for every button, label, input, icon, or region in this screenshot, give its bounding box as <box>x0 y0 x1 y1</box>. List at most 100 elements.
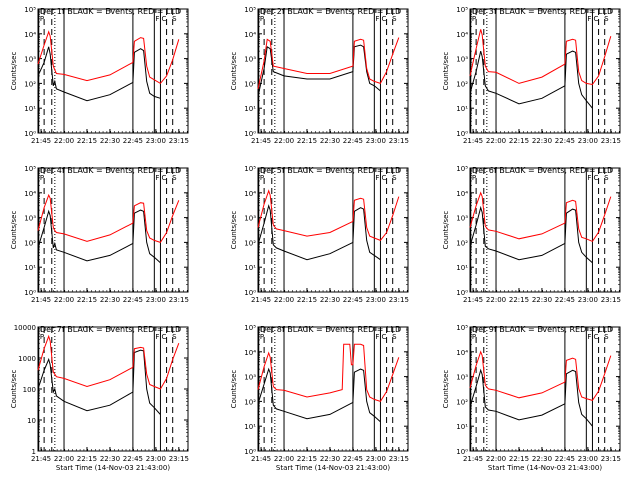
x-tick-label: 22:00 <box>54 455 74 463</box>
y-axis-label: Counts/sec <box>10 52 18 91</box>
flag-label: P <box>40 333 44 341</box>
y-tick-label: 10¹ <box>456 105 468 113</box>
y-tick-label: 10⁵ <box>456 165 468 173</box>
x-tick-label: 23:00 <box>366 455 386 463</box>
y-tick-label: 10⁴ <box>244 349 256 357</box>
flag-label: S <box>172 174 177 182</box>
flag-label: C <box>381 15 386 23</box>
x-tick-label: 22:45 <box>123 455 143 463</box>
x-tick-label: 21:45 <box>31 137 51 145</box>
y-tick-label: 10³ <box>456 215 468 223</box>
panel-det-5: Det 5f BLACK = Events, RED = LLD 10⁰ 10¹ 10… <box>230 165 409 304</box>
y-tick-label: 10¹ <box>456 423 468 431</box>
x-tick-label: 22:15 <box>509 137 529 145</box>
x-tick-label: 22:45 <box>343 455 363 463</box>
panel-title: Det 4f BLACK = Events, RED = LLD <box>40 166 181 175</box>
x-tick-label: 22:30 <box>532 296 552 304</box>
x-tick-label: 22:45 <box>343 137 363 145</box>
y-tick-label: 10² <box>244 239 256 247</box>
y-tick-label: 10¹ <box>456 264 468 272</box>
x-tick-label: 23:15 <box>169 296 189 304</box>
y-tick-label: 10¹ <box>24 264 36 272</box>
y-tick-label: 10⁴ <box>244 31 256 39</box>
y-tick-label: 10 <box>27 417 36 425</box>
flag-label: F <box>375 174 379 182</box>
y-tick-label: 10000 <box>14 324 36 332</box>
y-tick-label: 10⁵ <box>244 324 256 332</box>
y-axis-label: Counts/sec <box>10 370 18 409</box>
series-line-lld <box>257 343 400 402</box>
flag-label: F <box>155 333 159 341</box>
y-tick-label: 10³ <box>244 374 256 382</box>
x-tick-label: 23:00 <box>146 137 166 145</box>
panel-det-4: Det 4f BLACK = Events, RED = LLD 10⁰ 10¹ 10… <box>10 165 189 304</box>
panel-det-7: Det 7f BLACK = Events, RED = LLD 1 10 100 10… <box>10 324 189 472</box>
flag-label: P <box>260 333 264 341</box>
flag-label: P <box>40 15 44 23</box>
y-tick-label: 1 <box>32 448 36 456</box>
x-tick-label: 22:00 <box>54 296 74 304</box>
flag-label: F <box>587 333 591 341</box>
flag-label: S <box>604 174 609 182</box>
x-tick-label: 23:00 <box>578 296 598 304</box>
x-tick-label: 23:00 <box>578 137 598 145</box>
x-axis-label: Start Time (14-Nov-03 21:43:00) <box>276 464 390 472</box>
x-tick-label: 23:15 <box>389 137 409 145</box>
x-tick-label: 22:15 <box>297 137 317 145</box>
panel-det-6: Det 6f BLACK = Events, RED = LLD 10⁰ 10¹ 10… <box>442 165 621 304</box>
series-line-lld <box>469 350 612 401</box>
x-tick-label: 22:30 <box>100 455 120 463</box>
y-tick-label: 10⁴ <box>456 190 468 198</box>
y-tick-label: 10⁰ <box>244 448 256 456</box>
flag-label: S <box>172 333 177 341</box>
series-line-events <box>37 209 161 264</box>
y-tick-label: 10² <box>244 80 256 88</box>
y-tick-label: 10⁵ <box>24 6 36 14</box>
x-tick-label: 22:00 <box>274 137 294 145</box>
x-tick-label: 21:45 <box>463 296 483 304</box>
series-line-lld <box>469 29 612 86</box>
y-tick-label: 10³ <box>244 215 256 223</box>
axes-frame <box>469 8 621 134</box>
x-tick-label: 22:45 <box>343 296 363 304</box>
series-line-events <box>469 205 593 264</box>
x-tick-label: 22:00 <box>486 137 506 145</box>
axes-frame <box>469 167 621 293</box>
y-tick-label: 1000 <box>18 355 36 363</box>
series-line-events <box>257 44 381 97</box>
y-tick-label: 10² <box>24 239 36 247</box>
x-tick-label: 22:30 <box>532 137 552 145</box>
flag-label: S <box>392 333 397 341</box>
series-line-lld <box>37 30 180 85</box>
y-tick-label: 10³ <box>24 215 36 223</box>
y-tick-label: 10³ <box>244 56 256 64</box>
y-tick-label: 10⁵ <box>456 324 468 332</box>
series-line-events <box>257 204 381 261</box>
y-tick-label: 10¹ <box>24 105 36 113</box>
flag-label: C <box>593 15 598 23</box>
y-tick-label: 100 <box>23 386 36 394</box>
y-tick-label: 10⁰ <box>24 289 36 297</box>
flag-label: P <box>260 174 264 182</box>
y-axis-label: Counts/sec <box>442 52 450 91</box>
axes-frame <box>257 8 409 134</box>
x-tick-label: 21:45 <box>251 296 271 304</box>
series-line-lld <box>257 37 400 90</box>
x-tick-label: 22:45 <box>555 137 575 145</box>
axes-frame <box>37 326 189 452</box>
flag-label: C <box>381 174 386 182</box>
x-tick-label: 22:30 <box>100 137 120 145</box>
y-tick-label: 10⁴ <box>24 190 36 198</box>
x-tick-label: 22:15 <box>77 455 97 463</box>
panel-title: Det 6f BLACK = Events, RED = LLD <box>472 166 613 175</box>
x-tick-label: 21:45 <box>463 137 483 145</box>
y-tick-label: 10¹ <box>244 105 256 113</box>
y-tick-label: 10¹ <box>244 264 256 272</box>
y-tick-label: 10⁵ <box>244 165 256 173</box>
y-tick-label: 10⁵ <box>24 165 36 173</box>
x-tick-label: 22:15 <box>509 455 529 463</box>
y-tick-label: 10⁰ <box>456 289 468 297</box>
x-tick-label: 22:00 <box>54 137 74 145</box>
series-line-lld <box>37 334 180 390</box>
x-tick-label: 22:30 <box>320 455 340 463</box>
